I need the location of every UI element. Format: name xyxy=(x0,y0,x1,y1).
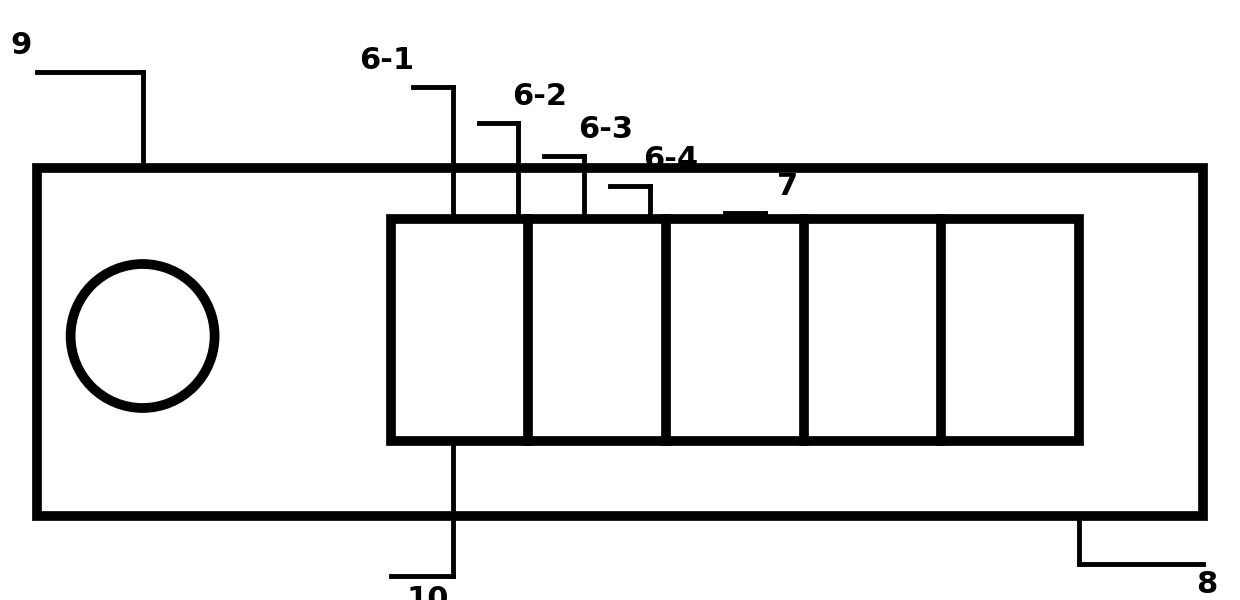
Bar xyxy=(37,168,1203,516)
Text: 6-4: 6-4 xyxy=(644,145,698,174)
Text: 6-1: 6-1 xyxy=(360,46,414,75)
Text: 6-3: 6-3 xyxy=(578,115,632,144)
Bar xyxy=(391,219,1079,441)
Text: 8: 8 xyxy=(1197,570,1218,599)
Text: 7: 7 xyxy=(777,172,799,201)
Text: 9: 9 xyxy=(10,31,31,60)
Text: 10: 10 xyxy=(407,585,449,600)
Text: 6-2: 6-2 xyxy=(512,82,567,111)
